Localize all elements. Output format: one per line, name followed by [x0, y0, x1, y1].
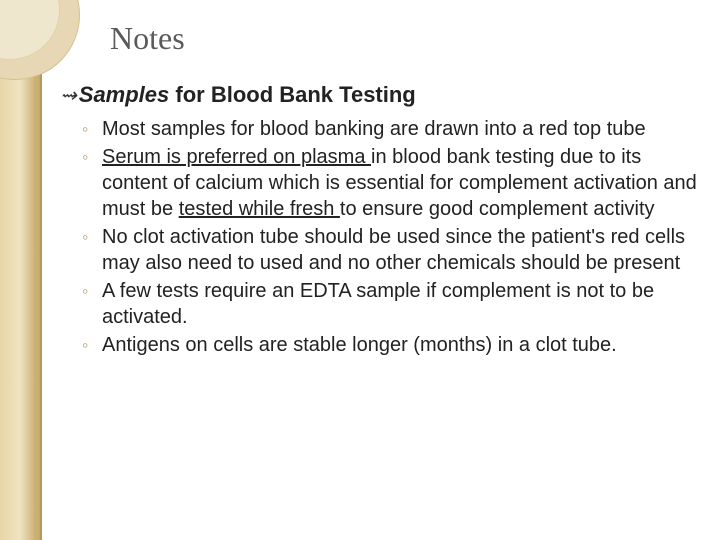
slide-content: Notes ⇝ Samples for Blood Bank Testing ◦…	[60, 20, 710, 360]
sub-bullet-marker: ◦	[82, 147, 92, 168]
main-bullet-marker: ⇝	[60, 83, 77, 108]
sub-bullet-marker: ◦	[82, 281, 92, 302]
sub-bullet-text: Serum is preferred on plasma in blood ba…	[102, 144, 710, 222]
list-item: ◦ Serum is preferred on plasma in blood …	[82, 144, 710, 222]
list-item: ◦ A few tests require an EDTA sample if …	[82, 278, 710, 330]
sub-bullet-marker: ◦	[82, 335, 92, 356]
sub-bullet-list: ◦ Most samples for blood banking are dra…	[82, 116, 710, 358]
list-item: ◦ Most samples for blood banking are dra…	[82, 116, 710, 142]
sub-bullet-text: A few tests require an EDTA sample if co…	[102, 278, 710, 330]
decorative-left-border	[0, 0, 42, 540]
plain-text: to ensure good complement activity	[340, 198, 655, 220]
main-bullet-italic: Samples	[79, 82, 170, 107]
sub-bullet-marker: ◦	[82, 227, 92, 248]
underline-text: tested while fresh	[179, 198, 340, 220]
sub-bullet-text: No clot activation tube should be used s…	[102, 224, 710, 276]
underline-text: Serum is preferred on plasma	[102, 146, 371, 168]
sub-bullet-text: Antigens on cells are stable longer (mon…	[102, 332, 617, 358]
list-item: ◦ Antigens on cells are stable longer (m…	[82, 332, 710, 358]
sub-bullet-marker: ◦	[82, 119, 92, 140]
list-item: ◦ No clot activation tube should be used…	[82, 224, 710, 276]
sub-bullet-text: Most samples for blood banking are drawn…	[102, 116, 646, 142]
main-bullet-text: Samples for Blood Bank Testing	[79, 82, 416, 108]
main-bullet: ⇝ Samples for Blood Bank Testing	[60, 82, 710, 108]
main-bullet-bold: for Blood Bank Testing	[169, 82, 415, 107]
slide-title: Notes	[110, 20, 710, 57]
